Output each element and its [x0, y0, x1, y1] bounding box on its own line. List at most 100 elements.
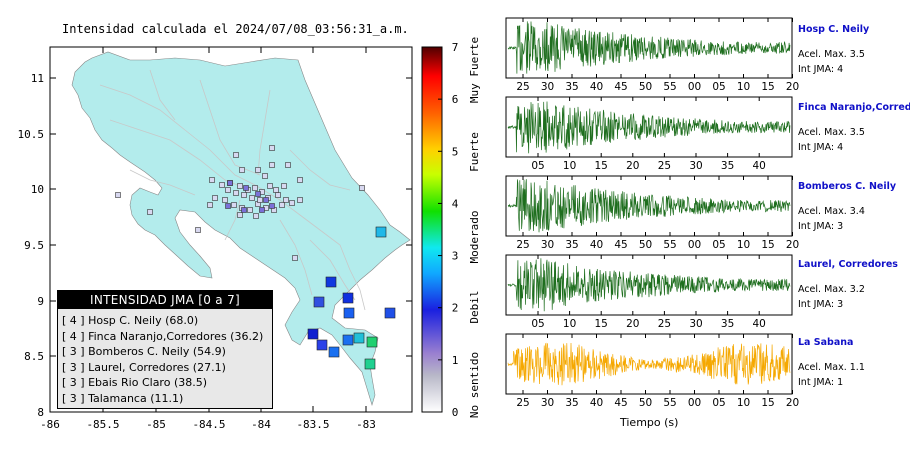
waveform-tick-label: 10 — [737, 397, 750, 409]
waveform-tick-label: 50 — [639, 397, 652, 409]
station-marker-large — [325, 276, 337, 288]
waveform-tick-label: 10 — [737, 81, 750, 93]
station-marker-small — [147, 209, 153, 215]
waveform-tick-label: 45 — [614, 81, 627, 93]
waveform-tick-label: 55 — [663, 239, 676, 251]
waveform-tick-label: 00 — [688, 397, 701, 409]
colorbar-tick-label: 4 — [452, 197, 459, 210]
waveform-tick-label: 40 — [753, 318, 766, 330]
station-marker-small — [249, 195, 255, 201]
waveform-frame — [505, 17, 793, 79]
station-marker-small — [231, 202, 237, 208]
lon-tick-label: -83.5 — [296, 418, 329, 431]
waveform-tick-label: 25 — [516, 397, 529, 409]
station-label-3: Laurel, Corredores Acel. Max. 3.2 Int JM… — [798, 259, 898, 310]
waveform-tick-label: 40 — [590, 397, 603, 409]
station-marker-large — [343, 307, 355, 319]
lon-tick-label: -86 — [40, 418, 60, 431]
waveform-tick-label: 15 — [595, 160, 608, 172]
waveform-panel: 25 30 35 40 45 50 55 00 05 10 15 20 — [505, 17, 799, 93]
lat-tick-label: 9 — [37, 295, 44, 308]
station-marker-small — [239, 167, 245, 173]
waveform-tick-label: 00 — [688, 81, 701, 93]
waveform-tick-label: 40 — [590, 81, 603, 93]
station-marker-small — [257, 197, 263, 203]
waveform-tick-label: 20 — [786, 397, 799, 409]
station-marker-small — [267, 183, 273, 189]
station-marker-small — [222, 197, 228, 203]
waveform-tick-label: 15 — [761, 239, 774, 251]
waveform-tick-label: 10 — [563, 318, 576, 330]
station-jma: Int JMA: 1 — [798, 377, 844, 388]
waveform-trace — [507, 258, 791, 312]
legend-title: INTENSIDAD JMA [0 a 7] — [58, 291, 272, 309]
station-marker-small — [275, 192, 281, 198]
station-marker-small — [227, 180, 233, 186]
legend-row: [ 4 ] Hosp C. Neily (68.0) — [62, 314, 199, 327]
legend-row: [ 3 ] Laurel, Corredores (27.1) — [62, 360, 226, 374]
station-acel: Acel. Max. 1.1 — [798, 362, 865, 373]
station-marker-large — [316, 339, 328, 351]
lat-tick-label: 9.5 — [24, 239, 44, 252]
waveform-tick-label: 30 — [689, 318, 702, 330]
waveform-tick-label: 05 — [712, 397, 725, 409]
waveform-panel: 05 10 15 20 25 30 35 40 — [505, 96, 793, 172]
station-marker-large — [384, 307, 396, 319]
station-marker-small — [225, 203, 231, 209]
colorbar-category: Moderado — [468, 211, 481, 264]
waveform-tick-label: 05 — [712, 239, 725, 251]
station-marker-large — [353, 332, 365, 344]
waveform-tick-label: 55 — [663, 81, 676, 93]
waveform-panels: 25 30 35 40 45 50 55 00 05 10 15 20 05 10 15 20 25 30 35 40… — [505, 17, 799, 409]
station-marker-large — [313, 296, 325, 308]
waveform-tick-label: 10 — [563, 160, 576, 172]
waveform-tick-label: 55 — [663, 397, 676, 409]
colorbar-category: Muy Fuerte — [468, 37, 481, 103]
station-jma: Int JMA: 4 — [798, 142, 844, 153]
lat-tick-label: 10.5 — [18, 128, 45, 141]
colorbar-category: Fuerte — [468, 132, 481, 172]
colorbar-category: Debil — [468, 290, 481, 323]
lon-tick-label: -84.5 — [192, 418, 225, 431]
station-marker-small — [289, 200, 295, 206]
waveform-tick-label: 20 — [786, 239, 799, 251]
colorbar-tick-label: 7 — [452, 41, 459, 54]
station-marker-small — [233, 152, 239, 158]
waveform-tick-label: 05 — [712, 81, 725, 93]
colorbar-tick-label: 1 — [452, 354, 459, 367]
waveform-tick-label: 45 — [614, 397, 627, 409]
waveform-tick-label: 25 — [516, 239, 529, 251]
station-marker-small — [212, 195, 218, 201]
station-marker-small — [233, 190, 239, 196]
waveform-tick-label: 50 — [639, 81, 652, 93]
station-jma: Int JMA: 3 — [798, 221, 844, 232]
intensity-colorbar: 0 1 2 3 4 5 6 7 No sentido Debil Moderado Fuerte Muy… — [421, 37, 481, 419]
waveform-tick-label: 30 — [541, 81, 554, 93]
waveform-tick-label: 25 — [516, 81, 529, 93]
waveform-tick-label: 20 — [626, 318, 639, 330]
station-acel: Acel. Max. 3.5 — [798, 49, 865, 60]
lat-tick-label: 8.5 — [24, 350, 44, 363]
land-area — [71, 51, 411, 407]
colorbar-tick-label: 3 — [452, 250, 459, 263]
waveform-tick-label: 35 — [721, 318, 734, 330]
station-marker-small — [297, 197, 303, 203]
lon-tick-label: -84 — [251, 418, 271, 431]
station-acel: Acel. Max. 3.5 — [798, 127, 865, 138]
station-marker-small — [359, 185, 365, 191]
waveform-panel: 05 10 15 20 25 30 35 40 — [505, 254, 793, 330]
lat-tick-label: 11 — [31, 72, 44, 85]
waveform-tick-label: 20 — [626, 160, 639, 172]
station-marker-small — [262, 173, 268, 179]
legend-row: [ 4 ] Finca Naranjo,Corredores (36.2) — [62, 329, 264, 343]
colorbar-category: No sentido — [468, 352, 481, 418]
station-marker-small — [195, 227, 201, 233]
waveform-tick-label: 40 — [753, 160, 766, 172]
station-label-4: La Sabana Acel. Max. 1.1 Int JMA: 1 — [798, 337, 865, 388]
waveform-tick-label: 35 — [721, 160, 734, 172]
station-name: Finca Naranjo,Corredores — [798, 102, 910, 113]
station-marker-small — [237, 212, 243, 218]
map-station-markers — [115, 145, 396, 370]
station-marker-small — [219, 182, 225, 188]
